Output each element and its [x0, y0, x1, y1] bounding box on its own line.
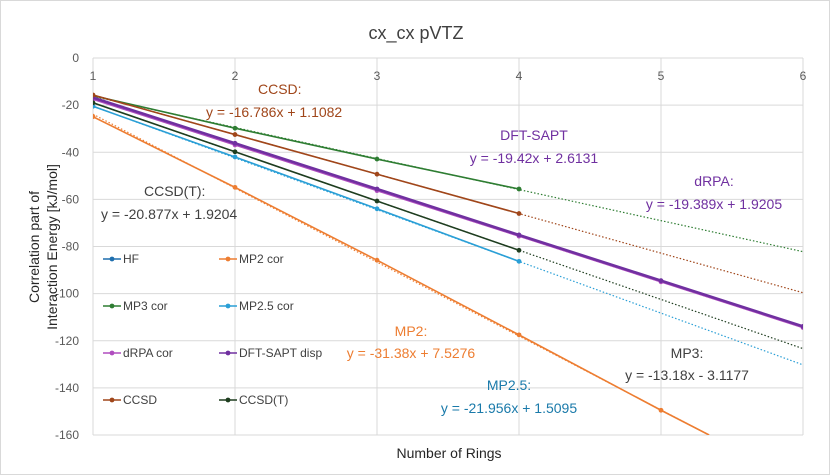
legend-marker — [225, 303, 231, 309]
y-tick-label: -20 — [62, 98, 80, 112]
data-point — [516, 232, 522, 238]
legend-label: CCSD(T) — [239, 393, 288, 407]
tick-labels: 0 -20 -40 -60 -80 -100 -120 -140 -160 1 2 3 4 5 6 — [55, 51, 807, 442]
data-point — [232, 184, 238, 190]
legend-label: MP2 cor — [239, 252, 284, 266]
legend-marker — [225, 256, 231, 262]
x-tick-label: 4 — [516, 69, 523, 83]
legend-label: CCSD — [123, 393, 157, 407]
data-point — [232, 140, 238, 146]
legend-marker — [109, 256, 115, 262]
data-point — [658, 278, 664, 284]
series-line — [93, 102, 520, 252]
y-tick-label: -100 — [55, 287, 79, 301]
data-point — [516, 258, 522, 264]
trendline-label: MP2: — [395, 323, 428, 339]
trendline-label: MP2.5: — [487, 377, 531, 393]
data-point — [516, 247, 522, 253]
series-line — [660, 409, 710, 435]
data-point — [374, 186, 380, 192]
x-tick-label: 5 — [658, 69, 665, 83]
x-tick-label: 6 — [800, 69, 807, 83]
legend-marker — [109, 397, 115, 403]
legend-label: HF — [123, 252, 139, 266]
data-point — [516, 211, 522, 216]
data-point — [232, 149, 238, 155]
trendline-equation: y = -13.18x - 3.1177 — [625, 367, 749, 383]
legend: HF MP2 cor MP3 cor MP2.5 cor dRPA cor DFT-SAP… — [103, 252, 322, 407]
data-point — [93, 92, 96, 98]
trendline-label: MP3: — [671, 345, 704, 361]
trendline-equation: y = -20.877x + 1.9204 — [101, 206, 237, 222]
data-point — [374, 257, 380, 263]
series-line — [93, 96, 803, 328]
data-series — [93, 92, 803, 435]
data-point — [93, 100, 96, 106]
legend-marker — [109, 303, 115, 309]
data-point — [516, 332, 522, 338]
trendline-equation: y = -21.956x + 1.5095 — [441, 400, 577, 416]
x-tick-label: 2 — [232, 69, 239, 83]
y-axis-title: Correlation part of Interaction Energy [k… — [26, 164, 60, 330]
chart-title: cx_cx pVTZ — [368, 23, 463, 44]
trendline-equation: y = -31.38x + 7.5276 — [347, 345, 476, 361]
data-point — [93, 103, 96, 109]
series-line — [93, 105, 520, 263]
data-point — [516, 186, 522, 192]
series-line — [93, 94, 520, 215]
trendline-equation: y = -19.389x + 1.9205 — [646, 196, 782, 212]
data-point — [232, 132, 238, 137]
legend-label: MP3 cor — [123, 299, 168, 313]
legend-marker — [109, 350, 115, 356]
data-point — [374, 156, 380, 162]
data-point — [374, 171, 380, 177]
legend-label: dRPA cor — [123, 346, 173, 360]
data-point — [800, 323, 803, 329]
x-tick-label: 3 — [374, 69, 381, 83]
y-tick-label: -120 — [55, 334, 79, 348]
x-axis-title: Number of Rings — [396, 445, 501, 461]
trendline-annotations: CCSD: y = -16.786x + 1.1082 DFT-SAPT y = -1… — [101, 81, 782, 416]
data-point — [374, 198, 380, 204]
data-point — [232, 125, 238, 131]
trendline-label: CCSD(T): — [144, 183, 205, 199]
gridlines — [92, 57, 804, 436]
y-tick-label: -80 — [62, 240, 80, 254]
trendline-label: dRPA: — [694, 173, 733, 189]
y-tick-label: 0 — [72, 51, 79, 65]
legend-marker — [225, 397, 231, 403]
data-point — [374, 206, 380, 212]
trendline-equation: y = -16.786x + 1.1082 — [206, 104, 342, 120]
trendline — [93, 95, 803, 253]
y-tick-label: -40 — [62, 145, 80, 159]
y-tick-label: -60 — [62, 192, 80, 206]
trendline-equation: y = -19.42x + 2.6131 — [470, 150, 599, 166]
x-tick-label: 1 — [90, 69, 97, 83]
trendline-label: CCSD: — [258, 81, 302, 97]
legend-label: DFT-SAPT disp — [239, 346, 322, 360]
legend-marker — [225, 350, 231, 356]
trendline-label: DFT-SAPT — [500, 127, 568, 143]
y-tick-label: -140 — [55, 381, 79, 395]
series-line — [93, 94, 520, 190]
legend-label: MP2.5 cor — [239, 299, 294, 313]
y-tick-label: -160 — [55, 428, 79, 442]
data-point — [232, 154, 238, 160]
data-point — [93, 114, 96, 120]
